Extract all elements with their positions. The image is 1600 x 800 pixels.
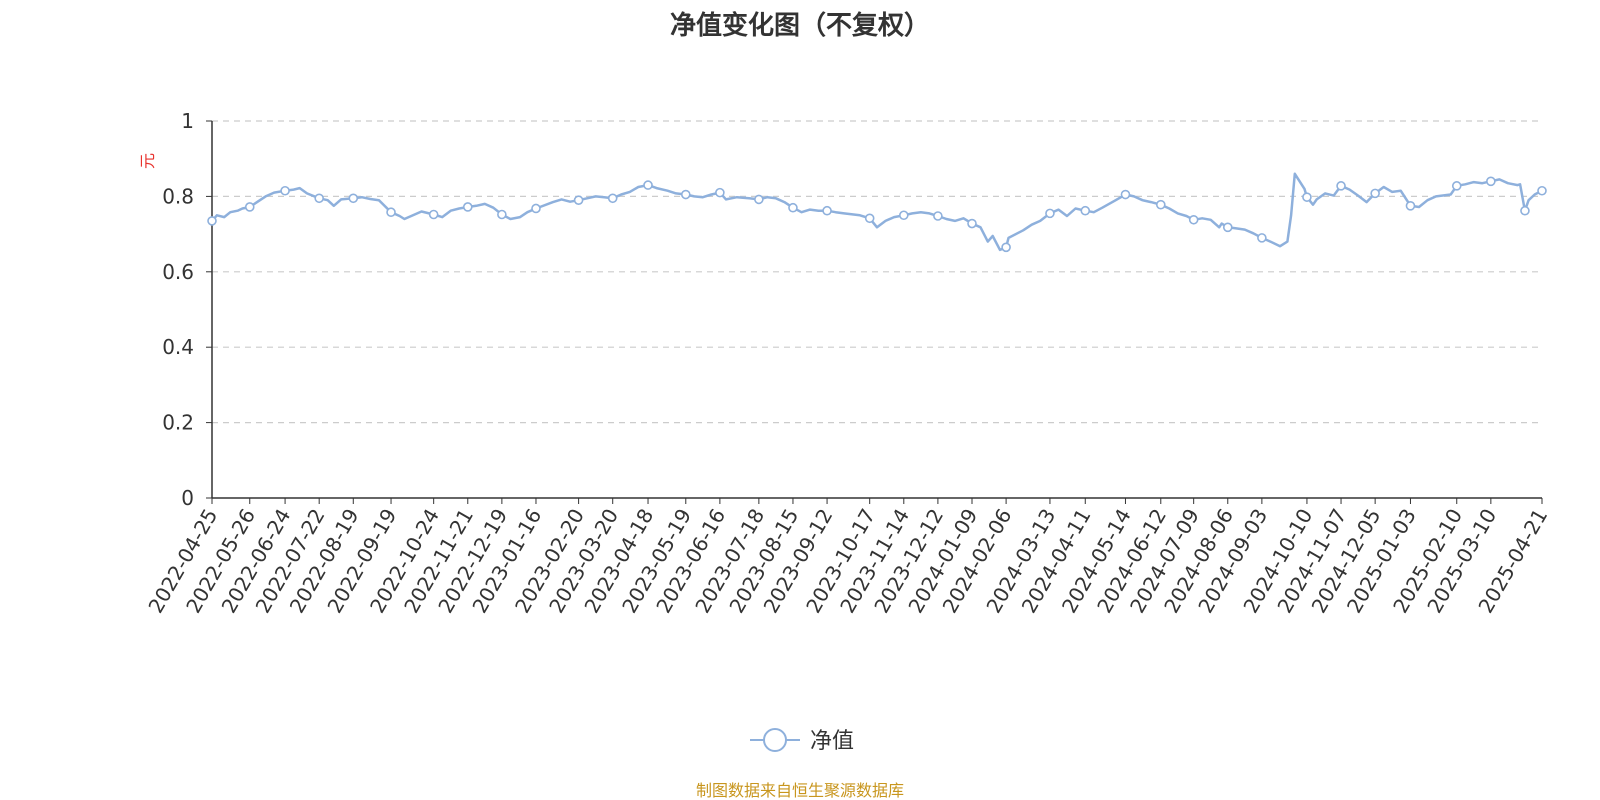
data-point[interactable] <box>207 216 217 226</box>
y-axis-unit-label: 元 <box>138 153 157 169</box>
data-point[interactable] <box>864 213 875 224</box>
data-point[interactable] <box>715 187 725 198</box>
data-point[interactable] <box>754 194 764 205</box>
data-point[interactable] <box>1405 201 1416 211</box>
data-point[interactable] <box>1001 242 1011 253</box>
data-point[interactable] <box>933 211 943 221</box>
data-point[interactable] <box>1188 214 1199 225</box>
data-point[interactable] <box>1451 181 1462 191</box>
data-point[interactable] <box>573 195 584 205</box>
data-point[interactable] <box>1080 205 1091 216</box>
legend-circle-icon <box>763 728 787 752</box>
data-point[interactable] <box>1120 189 1131 200</box>
chart-title: 净值变化图（不复权） <box>670 10 930 41</box>
data-point[interactable] <box>1045 208 1055 219</box>
data-point[interactable] <box>348 193 359 204</box>
legend[interactable]: 净值 <box>750 728 854 754</box>
data-point[interactable] <box>607 193 618 204</box>
data-point[interactable] <box>898 210 909 221</box>
data-point[interactable] <box>386 207 396 218</box>
gridlines <box>212 120 1542 424</box>
data-point[interactable] <box>1520 205 1530 216</box>
data-point[interactable] <box>822 205 832 216</box>
data-point[interactable] <box>462 202 473 212</box>
y-axis: 0 0.2 0.4 0.6 0.8 1 <box>162 109 213 510</box>
y-tick-label: 0.8 <box>162 184 194 208</box>
data-point[interactable] <box>280 185 290 196</box>
data-point[interactable] <box>788 202 798 213</box>
y-tick-label: 0.6 <box>162 260 194 284</box>
data-source-note: 制图数据来自恒生聚源数据库 <box>696 781 904 800</box>
data-point[interactable] <box>1486 176 1496 187</box>
data-point[interactable] <box>1336 181 1346 191</box>
data-point[interactable] <box>1257 233 1267 243</box>
data-point[interactable] <box>314 193 324 204</box>
data-point[interactable] <box>1222 222 1233 233</box>
data-point[interactable] <box>531 203 541 214</box>
data-point[interactable] <box>244 202 255 212</box>
data-point[interactable] <box>497 209 507 220</box>
data-point[interactable] <box>1155 199 1166 210</box>
data-point[interactable] <box>1537 185 1547 196</box>
y-tick-label: 0.2 <box>162 411 194 435</box>
data-point[interactable] <box>643 180 653 190</box>
data-point[interactable] <box>1370 188 1380 199</box>
series-layer <box>207 172 1547 253</box>
data-point[interactable] <box>1302 192 1312 202</box>
data-point[interactable] <box>680 189 691 200</box>
data-point[interactable] <box>428 209 439 220</box>
x-axis: 2022-04-252022-05-262022-06-242022-07-22… <box>143 497 1552 617</box>
y-tick-label: 1 <box>181 109 194 133</box>
data-point[interactable] <box>967 218 977 229</box>
y-tick-label: 0 <box>181 486 194 510</box>
y-tick-label: 0.4 <box>162 335 194 359</box>
legend-label: 净值 <box>810 729 854 754</box>
